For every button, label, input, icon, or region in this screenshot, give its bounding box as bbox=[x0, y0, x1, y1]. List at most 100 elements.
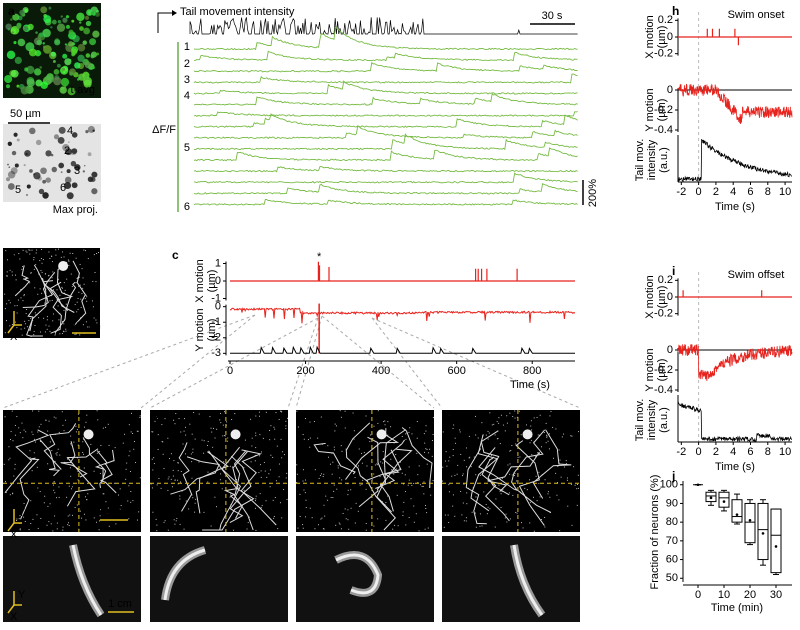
speck bbox=[350, 507, 352, 509]
orientation-label: X bbox=[10, 331, 18, 343]
speck bbox=[41, 271, 43, 273]
speck bbox=[529, 522, 531, 524]
speck bbox=[191, 494, 193, 496]
soma bbox=[83, 429, 94, 440]
speck bbox=[184, 426, 186, 428]
speck bbox=[81, 517, 83, 519]
x-tick-label: 800 bbox=[523, 365, 541, 377]
speck bbox=[198, 461, 200, 463]
process bbox=[99, 449, 117, 494]
speck bbox=[233, 529, 235, 531]
speck bbox=[174, 479, 176, 481]
speck bbox=[65, 303, 67, 305]
speck bbox=[22, 437, 24, 439]
speck bbox=[68, 264, 70, 266]
speck bbox=[71, 514, 73, 516]
cell-blob bbox=[53, 76, 62, 86]
speck bbox=[73, 441, 75, 443]
speck bbox=[506, 422, 508, 424]
speck bbox=[365, 488, 367, 490]
speck bbox=[15, 279, 17, 281]
neuron-label: 1 bbox=[184, 41, 190, 53]
speck bbox=[74, 507, 76, 509]
cell-blob bbox=[70, 160, 77, 167]
speck bbox=[41, 249, 43, 251]
speck bbox=[448, 460, 450, 462]
speck bbox=[30, 500, 32, 502]
y-tick-label: -0.4 bbox=[654, 384, 673, 396]
cell-blob bbox=[74, 164, 81, 171]
speck bbox=[46, 316, 48, 318]
speck bbox=[347, 489, 349, 491]
speck bbox=[309, 507, 311, 509]
speck bbox=[57, 248, 59, 250]
speck bbox=[69, 467, 71, 469]
speck bbox=[3, 463, 5, 465]
speck bbox=[180, 431, 182, 433]
speck bbox=[93, 470, 95, 472]
speck bbox=[12, 440, 14, 442]
speck bbox=[63, 282, 65, 284]
marker: * bbox=[317, 251, 322, 263]
speck bbox=[455, 442, 457, 444]
cell-blob bbox=[90, 11, 95, 15]
speck bbox=[286, 498, 288, 500]
process bbox=[481, 456, 510, 522]
speck bbox=[8, 299, 10, 301]
x-tick-label: 400 bbox=[372, 365, 390, 377]
speck bbox=[184, 418, 186, 420]
speck bbox=[169, 458, 171, 460]
speck bbox=[55, 249, 57, 251]
speck bbox=[135, 462, 137, 464]
speck bbox=[92, 280, 94, 282]
speck bbox=[273, 426, 275, 428]
speck bbox=[506, 521, 508, 523]
speck bbox=[77, 297, 79, 299]
y-tick-label: -0.2 bbox=[654, 308, 673, 320]
speck bbox=[258, 415, 260, 417]
panel-label: g bbox=[446, 410, 453, 424]
microscopy-image bbox=[150, 410, 288, 532]
speck bbox=[25, 250, 27, 252]
speck bbox=[515, 443, 517, 445]
speck bbox=[33, 334, 35, 336]
speck bbox=[195, 498, 197, 500]
speck bbox=[59, 333, 61, 335]
speck bbox=[76, 311, 78, 313]
cell-blob bbox=[60, 171, 63, 174]
x-tick-label: 4 bbox=[730, 186, 736, 198]
cell-blob bbox=[42, 192, 49, 199]
speck bbox=[69, 514, 71, 516]
speck bbox=[167, 489, 169, 491]
speck bbox=[151, 431, 153, 433]
speck bbox=[423, 493, 425, 495]
speck bbox=[82, 277, 84, 279]
speck bbox=[174, 523, 176, 525]
speck bbox=[558, 449, 560, 451]
speck bbox=[191, 433, 193, 435]
axis-label: intensity bbox=[646, 399, 658, 440]
speck bbox=[10, 439, 12, 441]
box bbox=[770, 508, 782, 574]
speck bbox=[37, 487, 39, 489]
process bbox=[178, 442, 193, 512]
axis-label: Tail mov. bbox=[634, 399, 646, 442]
x-axis-label: Time (s) bbox=[510, 379, 550, 391]
speck bbox=[269, 469, 271, 471]
cell-blob bbox=[77, 43, 86, 52]
speck bbox=[526, 489, 528, 491]
cell-blob bbox=[16, 138, 20, 142]
speck bbox=[395, 454, 397, 456]
speck bbox=[128, 485, 130, 487]
speck bbox=[83, 249, 85, 251]
y-tick-label: 1 bbox=[215, 257, 221, 269]
speck bbox=[75, 333, 77, 335]
speck bbox=[547, 440, 549, 442]
speck bbox=[327, 499, 329, 501]
speck bbox=[340, 528, 342, 530]
cell-blob bbox=[82, 170, 85, 173]
speck bbox=[167, 529, 169, 531]
speck bbox=[250, 461, 252, 463]
speck bbox=[58, 431, 60, 433]
speck bbox=[453, 424, 455, 426]
